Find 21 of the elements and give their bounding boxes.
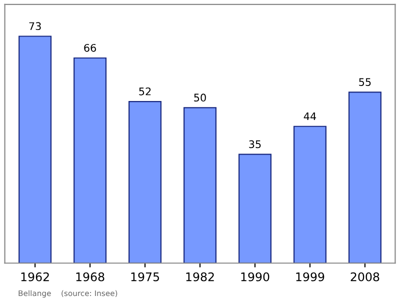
bar <box>128 100 162 264</box>
bar <box>18 36 52 264</box>
data-label: 55 <box>359 78 371 86</box>
x-tick-label: 1975 <box>131 272 160 282</box>
bar <box>74 57 107 264</box>
bar <box>238 154 272 264</box>
data-label: 66 <box>84 44 96 52</box>
x-tick-label: 2008 <box>350 272 380 282</box>
x-tick-label: 1990 <box>241 272 270 282</box>
x-tick-label: 1968 <box>76 272 104 282</box>
data-label: 50 <box>194 94 206 102</box>
x-tick-label: 1982 <box>186 272 214 282</box>
data-label: 52 <box>139 87 151 96</box>
bar <box>348 92 382 264</box>
bar <box>184 107 216 264</box>
x-tick-label: 1962 <box>21 272 49 282</box>
data-label: 44 <box>304 112 316 120</box>
data-label: 35 <box>249 140 261 148</box>
x-tick-label: 1999 <box>296 272 324 282</box>
bar <box>293 126 326 264</box>
data-label: 73 <box>29 22 41 30</box>
